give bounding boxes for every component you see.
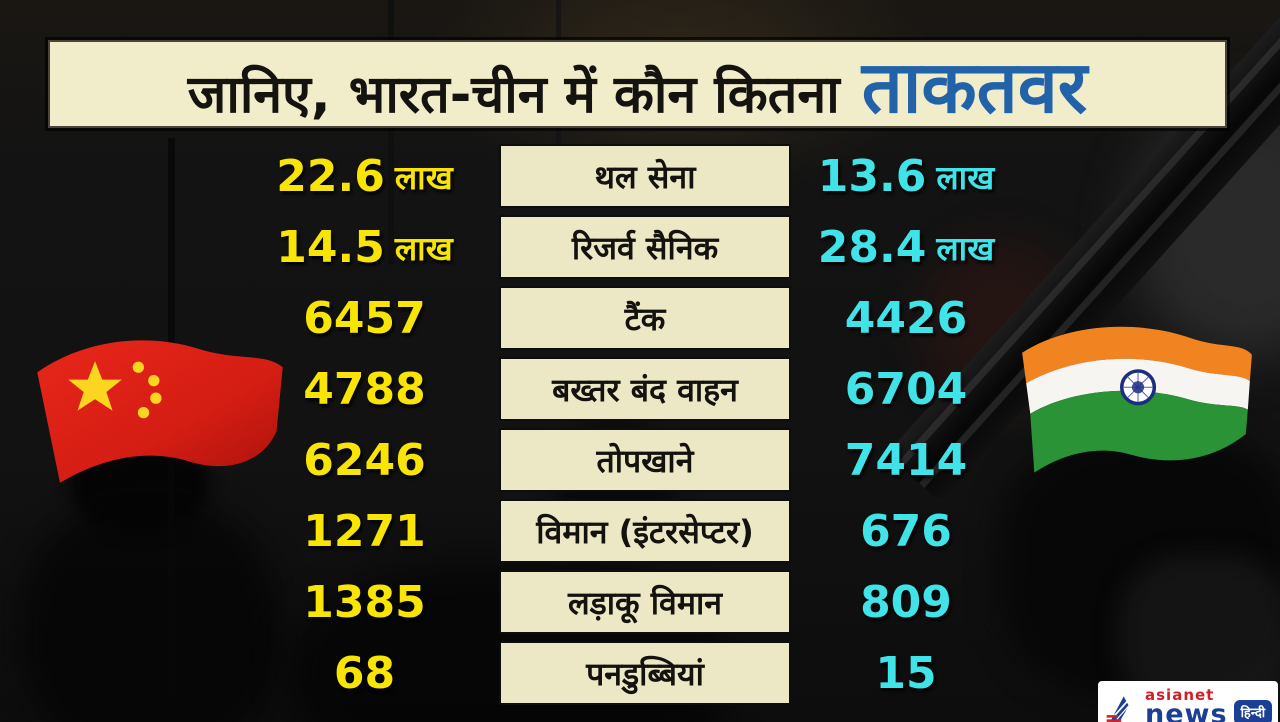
- category-box: लड़ाकू विमान: [499, 570, 791, 634]
- china-number: 4788: [303, 363, 426, 415]
- china-number: 14.5: [276, 221, 385, 273]
- india-number: 676: [860, 505, 952, 557]
- channel-logo: asianet news हिन्दी: [1098, 681, 1278, 722]
- category-label: तोपखाने: [596, 441, 694, 480]
- table-row: 6246 तोपखाने 7414: [0, 428, 1280, 492]
- category-box: रिजर्व सैनिक: [499, 215, 791, 279]
- category-label: टैंक: [624, 299, 666, 338]
- china-value: 4788: [0, 357, 499, 421]
- category-box: थल सेना: [499, 144, 791, 208]
- logo-brand-top: asianet: [1145, 686, 1215, 704]
- china-unit: लाख: [394, 228, 453, 268]
- china-value: 14.5 लाख: [0, 215, 499, 279]
- category-box: तोपखाने: [499, 428, 791, 492]
- category-label: रिजर्व सैनिक: [571, 228, 719, 267]
- india-value: 809: [791, 570, 1021, 634]
- india-value: 4426: [791, 286, 1021, 350]
- india-number: 28.4: [817, 221, 927, 273]
- china-value: 1271: [0, 499, 499, 563]
- logo-text: asianet news: [1145, 688, 1228, 722]
- category-label: लड़ाकू विमान: [567, 583, 723, 622]
- china-number: 6246: [303, 434, 426, 486]
- table-row: 68 पनडुब्बियां 15: [0, 641, 1280, 705]
- india-value: 676: [791, 499, 1021, 563]
- china-value: 6457: [0, 286, 499, 350]
- header-banner: जानिए, भारत-चीन में कौन कितना ताकतवर: [48, 40, 1227, 128]
- india-number: 4426: [844, 292, 968, 344]
- comparison-table: 22.6 लाख थल सेना 13.6 लाख 14.5 लाख रिजर्…: [0, 144, 1280, 712]
- category-box: टैंक: [499, 286, 791, 350]
- india-value: 7414: [791, 428, 1021, 492]
- china-flag-icon: [37, 340, 283, 483]
- logo-brand-bottom: news: [1145, 699, 1228, 722]
- china-number: 6457: [303, 292, 426, 344]
- india-number: 13.6: [817, 150, 927, 202]
- category-box: विमान (इंटरसेप्टर): [499, 499, 791, 563]
- table-row: 1271 विमान (इंटरसेप्टर) 676: [0, 499, 1280, 563]
- india-value: 6704: [791, 357, 1021, 421]
- china-number: 1385: [303, 576, 426, 628]
- category-label: पनडुब्बियां: [586, 654, 704, 693]
- china-number: 68: [333, 647, 396, 699]
- india-value: 13.6 लाख: [791, 144, 1021, 208]
- india-number: 7414: [844, 434, 968, 486]
- india-number: 15: [875, 647, 937, 699]
- table-row: 14.5 लाख रिजर्व सैनिक 28.4 लाख: [0, 215, 1280, 279]
- table-row: 6457 टैंक 4426: [0, 286, 1280, 350]
- category-label: थल सेना: [594, 157, 696, 196]
- table-row: 22.6 लाख थल सेना 13.6 लाख: [0, 144, 1280, 208]
- logo-language-badge: हिन्दी: [1233, 700, 1273, 722]
- india-number: 809: [860, 576, 952, 628]
- india-unit: लाख: [936, 157, 995, 197]
- china-number: 1271: [303, 505, 426, 557]
- asianet-mark-icon: [1106, 696, 1130, 722]
- china-value: 68: [0, 641, 499, 705]
- india-value: 28.4 लाख: [791, 215, 1021, 279]
- category-label: विमान (इंटरसेप्टर): [536, 512, 754, 551]
- india-value: 15: [791, 641, 1021, 705]
- india-flag-icon: [1022, 326, 1252, 473]
- table-row: 4788 बख्तर बंद वाहन 6704: [0, 357, 1280, 421]
- china-number: 22.6: [276, 150, 385, 202]
- china-value: 22.6 लाख: [0, 144, 499, 208]
- table-row: 1385 लड़ाकू विमान 809: [0, 570, 1280, 634]
- china-unit: लाख: [394, 157, 453, 197]
- india-unit: लाख: [936, 228, 995, 268]
- category-box: बख्तर बंद वाहन: [499, 357, 791, 421]
- headline-text: जानिए, भारत-चीन में कौन कितना: [187, 65, 840, 125]
- china-value: 6246: [0, 428, 499, 492]
- category-label: बख्तर बंद वाहन: [552, 370, 738, 409]
- china-value: 1385: [0, 570, 499, 634]
- headline-highlight: ताकतवर: [861, 45, 1088, 128]
- category-box: पनडुब्बियां: [499, 641, 791, 705]
- india-number: 6704: [844, 363, 968, 415]
